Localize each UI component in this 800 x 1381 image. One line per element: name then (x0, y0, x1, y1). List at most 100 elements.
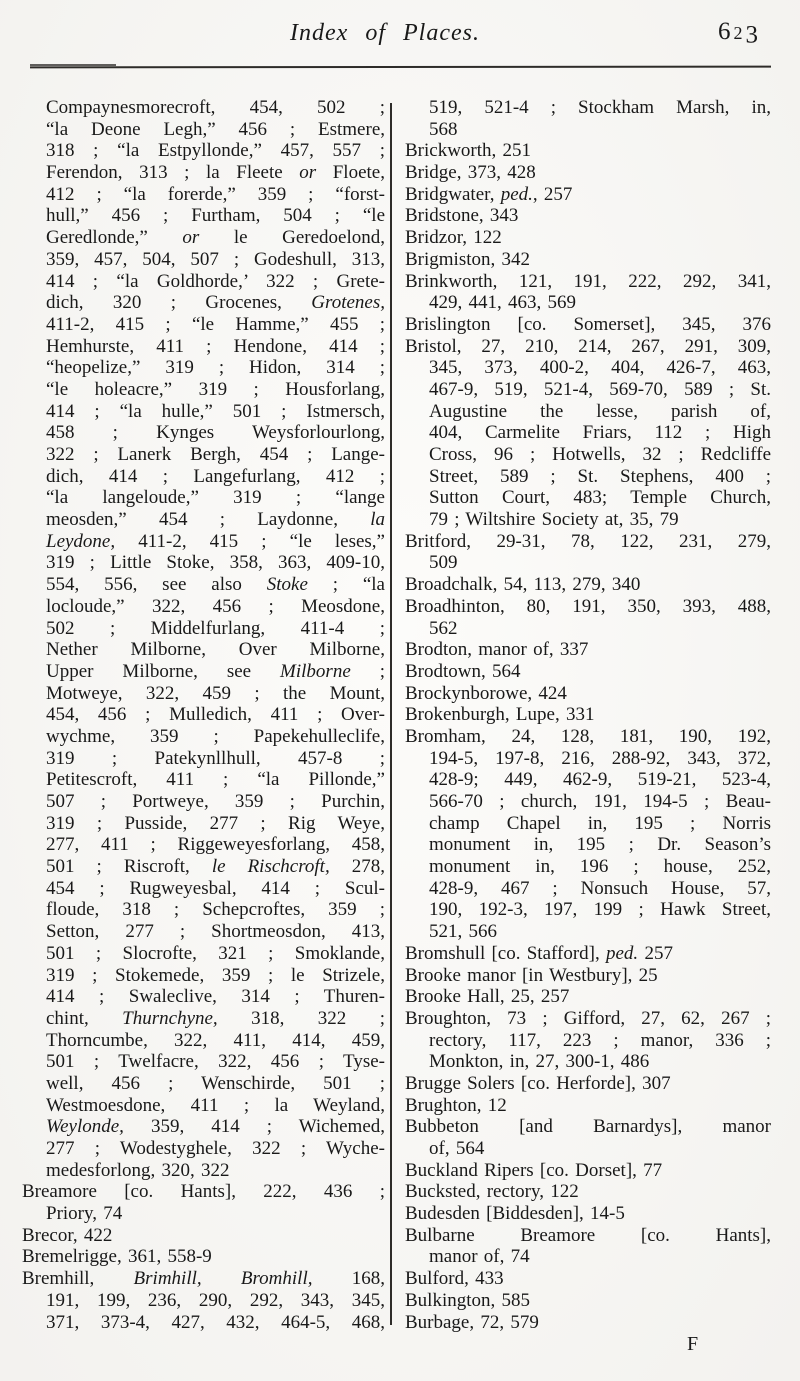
index-line: “la langeloude,” 319 ; “lange (22, 487, 385, 509)
text-segment: Geredlonde,” (46, 227, 183, 249)
index-line: Priory, 74 (22, 1203, 385, 1225)
text-segment: floude, 318 ; Schepcroftes, 359 ; (46, 899, 385, 921)
index-line: Brinkworth, 121, 191, 222, 292, 341, (405, 271, 771, 293)
index-line: Compaynesmorecroft, 454, 502 ; (22, 97, 385, 119)
text-segment: Brokenburgh, Lupe, 331 (405, 704, 595, 726)
index-line: 458 ; Kynges Weysforlourlong, (22, 422, 385, 444)
index-line: 501 ; Twelfacre, 322, 456 ; Tyse- (22, 1051, 385, 1073)
text-segment: 371, 373-4, 427, 432, 464-5, 468, (46, 1311, 385, 1333)
index-line: well, 456 ; Wenschirde, 501 ; (22, 1073, 385, 1095)
page-number-digit: 6 (718, 18, 734, 45)
text-segment: Bulkington, 585 (405, 1289, 531, 1311)
text-segment: 359, 457, 504, 507 ; Godeshull, 313, (46, 248, 385, 270)
index-line: Budesden [Biddesden], 14-5 (405, 1203, 771, 1225)
index-line: 319 ; Patekynllhull, 457-8 ; (22, 748, 385, 770)
text-segment: well, 456 ; Wenschirde, 501 ; (46, 1072, 385, 1094)
text-segment: Augustine the lesse, parish of, (429, 400, 771, 422)
text-segment: Brockynborowe, 424 (405, 682, 567, 704)
italic-segment: or (182, 227, 200, 249)
index-line: Bulkington, 585 (405, 1290, 771, 1312)
index-line: Street, 589 ; St. Stephens, 400 ; (405, 466, 771, 488)
index-line: 411-2, 415 ; “le Hamme,” 455 ; (22, 314, 385, 336)
index-line: Monkton, in, 27, 300-1, 486 (405, 1051, 771, 1073)
index-line: 501 ; Slocrofte, 321 ; Smoklande, (22, 943, 385, 965)
index-line: meosden,” 454 ; Laydonne, la (22, 509, 385, 531)
text-segment: 278, (329, 856, 385, 878)
index-line: Brooke manor [in Westbury], 25 (405, 965, 771, 987)
page-number: 623 (718, 18, 761, 49)
text-segment: 428-9, 467 ; Nonsuch House, 57, (429, 877, 771, 899)
text-segment: Brughton, 12 (405, 1094, 507, 1116)
text-segment: Ferendon, 313 ; la Fleete (46, 162, 300, 184)
text-segment: Brooke manor [in Westbury], 25 (405, 964, 658, 986)
index-line: 79 ; Wiltshire Society at, 35, 79 (405, 509, 771, 531)
index-line: Brecor, 422 (22, 1225, 385, 1247)
index-column-left: Compaynesmorecroft, 454, 502 ; “la Deone … (22, 97, 385, 1333)
text-segment: 319 ; Patekynllhull, 457-8 ; (46, 747, 385, 769)
text-segment: 319 ; Pusside, 277 ; Rig Weye, (46, 812, 385, 834)
text-segment: 411-2, 415 ; “le leses,” (115, 530, 385, 552)
text-segment: Priory, 74 (46, 1203, 123, 1225)
index-line: Bulbarne Breamore [co. Hants], (405, 1225, 771, 1247)
text-segment: 404, Carmelite Friars, 112 ; High (429, 422, 771, 444)
index-line: 191, 199, 236, 290, 292, 343, 345, (22, 1290, 385, 1312)
text-segment: of, 564 (429, 1138, 485, 1159)
index-line: 566-70 ; church, 191, 194-5 ; Beau- (405, 791, 771, 813)
text-segment: 190, 192-3, 197, 199 ; Hawk Street, (429, 899, 771, 921)
index-line: Broadhinton, 80, 191, 350, 393, 488, (405, 596, 771, 618)
index-line: 467-9, 519, 521-4, 569-70, 589 ; St. (405, 379, 771, 401)
index-line: floude, 318 ; Schepcroftes, 359 ; (22, 899, 385, 921)
index-line: Brockynborowe, 424 (405, 683, 771, 705)
index-line: 454, 456 ; Mulledich, 411 ; Over- (22, 704, 385, 726)
text-segment: 194-5, 197-8, 216, 288-92, 343, 372, (429, 747, 771, 769)
index-line: Petitescroft, 411 ; “la Pillonde,” (22, 769, 385, 791)
italic-segment: ped. (500, 183, 533, 205)
text-segment: Setton, 277 ; Shortmeosdon, 413, (46, 921, 385, 943)
text-segment: 359, 414 ; Wichemed, (123, 1116, 385, 1138)
text-segment: Bremelrigge, 361, 558-9 (22, 1246, 212, 1268)
index-line: 194-5, 197-8, 216, 288-92, 343, 372, (405, 748, 771, 770)
text-segment: Brickworth, 251 (405, 140, 532, 162)
index-line: Britford, 29-31, 78, 122, 231, 279, (405, 531, 771, 553)
page-number-digit: 2 (733, 23, 746, 43)
italic-segment: Leydone, (46, 530, 116, 552)
index-line: Broadchalk, 54, 113, 279, 340 (405, 574, 771, 596)
index-line: champ Chapel in, 195 ; Norris (405, 813, 771, 835)
italic-segment: Brimhill, Bromhill, (133, 1268, 313, 1290)
text-segment: Bristol, 27, 210, 214, 267, 291, 309, (405, 335, 771, 357)
text-segment: Britford, 29-31, 78, 122, 231, 279, (405, 530, 771, 552)
text-segment: 257 (638, 942, 673, 964)
text-segment: Cross, 96 ; Hotwells, 32 ; Redcliffe (429, 444, 771, 465)
header-rule-segment (30, 64, 116, 66)
text-segment: 554, 556, see also (46, 574, 267, 596)
text-segment: 319 ; Little Stoke, 358, 363, 409-10, (46, 552, 385, 574)
header-rule (29, 65, 772, 69)
index-line: Westmoesdone, 411 ; la Weyland, (22, 1095, 385, 1117)
index-line: manor of, 74 (405, 1246, 771, 1268)
text-segment: manor of, 74 (429, 1246, 530, 1268)
index-line: Upper Milborne, see Milborne ; (22, 661, 385, 683)
italic-segment: le Rischcroft, (211, 856, 330, 878)
text-segment: 318, 322 ; (217, 1007, 385, 1029)
text-segment: Bremhill, (22, 1268, 134, 1290)
italic-segment: Stoke (266, 574, 308, 596)
text-segment: Bulbarne Breamore [co. Hants], (405, 1224, 771, 1246)
text-segment: Bromshull [co. Stafford], (405, 942, 606, 964)
index-line: 568 (405, 119, 771, 141)
text-segment: 458 ; Kynges Weysforlourlong, (46, 422, 385, 444)
text-segment: Brodtown, 564 (405, 660, 521, 682)
index-line: 454 ; Rugweyesbal, 414 ; Scul- (22, 878, 385, 900)
text-segment: 501 ; Slocrofte, 321 ; Smoklande, (46, 942, 385, 964)
index-line: 319 ; Pusside, 277 ; Rig Weye, (22, 813, 385, 835)
index-line: 318 ; “la Estpyllonde,” 457, 557 ; (22, 140, 385, 162)
index-line: Brugge Solers [co. Herforde], 307 (405, 1073, 771, 1095)
index-line: 345, 373, 400-2, 404, 426-7, 463, (405, 357, 771, 379)
index-line: 502 ; Middelfurlang, 411-4 ; (22, 618, 385, 640)
index-line: Augustine the lesse, parish of, (405, 401, 771, 423)
italic-segment: Grotenes, (311, 292, 385, 314)
index-line: Bridgwater, ped., 257 (405, 184, 771, 206)
text-segment: Broadchalk, 54, 113, 279, 340 (405, 574, 641, 596)
index-line: 319 ; Stokemede, 359 ; le Strizele, (22, 965, 385, 987)
index-line: 521, 566 (405, 921, 771, 943)
text-segment: le Geredoelond, (199, 227, 385, 249)
